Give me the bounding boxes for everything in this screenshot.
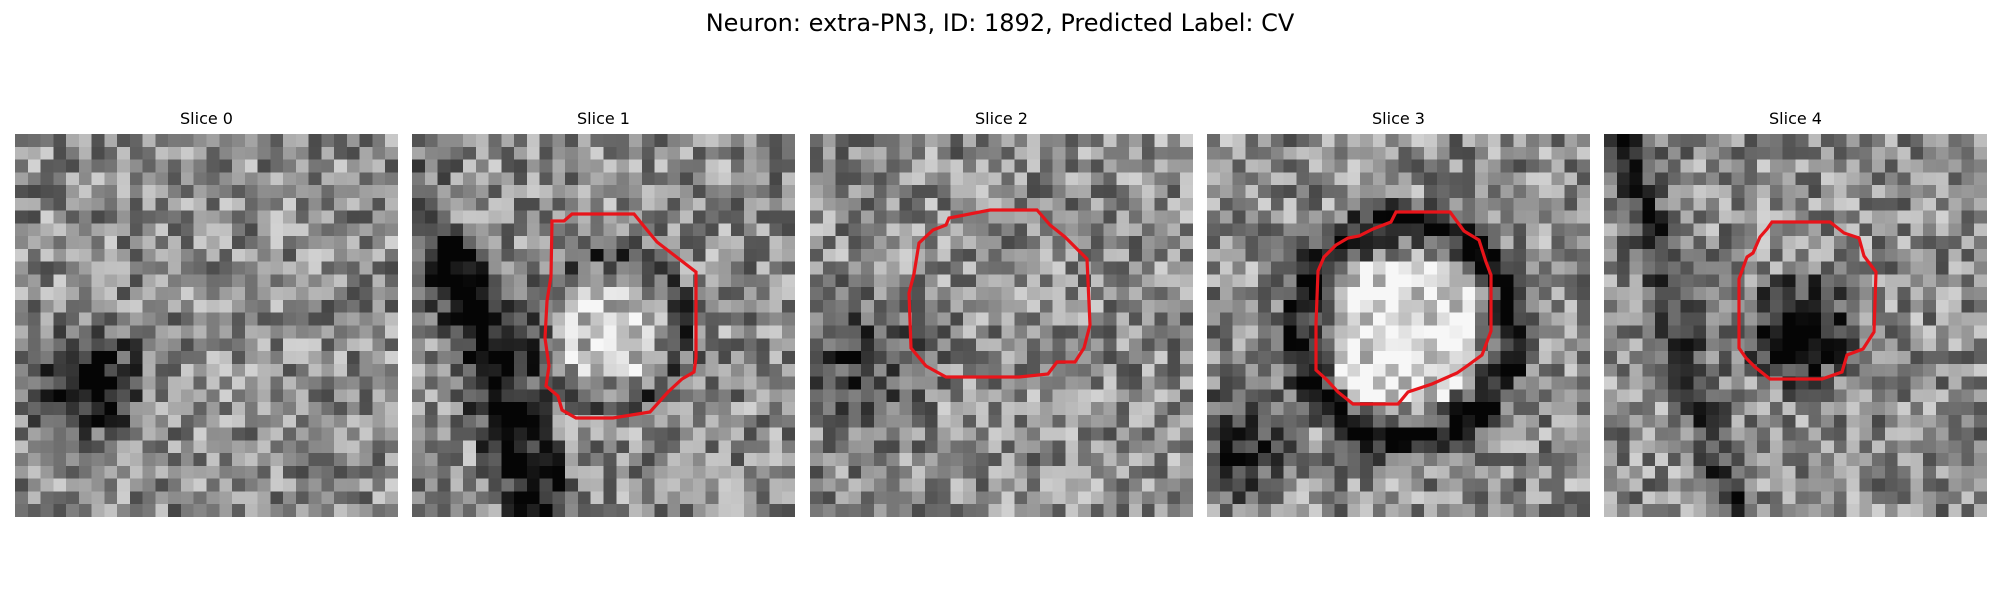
- slice-title: Slice 2: [975, 109, 1028, 128]
- slice-pixels: [1604, 134, 1987, 517]
- slice-pixels: [810, 134, 1193, 517]
- contour-outline: [543, 212, 698, 420]
- contour-outline: [1737, 220, 1878, 381]
- slice-title: Slice 0: [180, 109, 233, 128]
- slice-image: [1207, 134, 1590, 517]
- figure-title: Neuron: extra-PN3, ID: 1892, Predicted L…: [705, 9, 1295, 37]
- outline-overlay: [907, 208, 1092, 379]
- slice-image: [810, 134, 1193, 517]
- slice-pixels: [412, 134, 795, 517]
- contour-outline: [907, 208, 1092, 379]
- slice-pixels: [1207, 134, 1590, 517]
- outline-overlay: [543, 212, 698, 420]
- outline-overlay: [1314, 210, 1493, 406]
- slice-title: Slice 4: [1769, 109, 1822, 128]
- slice-title: Slice 3: [1372, 109, 1425, 128]
- slice-image: [1604, 134, 1987, 517]
- outline-overlay: [1737, 220, 1878, 381]
- slice-pixels: [15, 134, 398, 517]
- slice-image: [412, 134, 795, 517]
- slice-title: Slice 1: [577, 109, 630, 128]
- slice-image: [15, 134, 398, 517]
- contour-outline: [1314, 210, 1493, 406]
